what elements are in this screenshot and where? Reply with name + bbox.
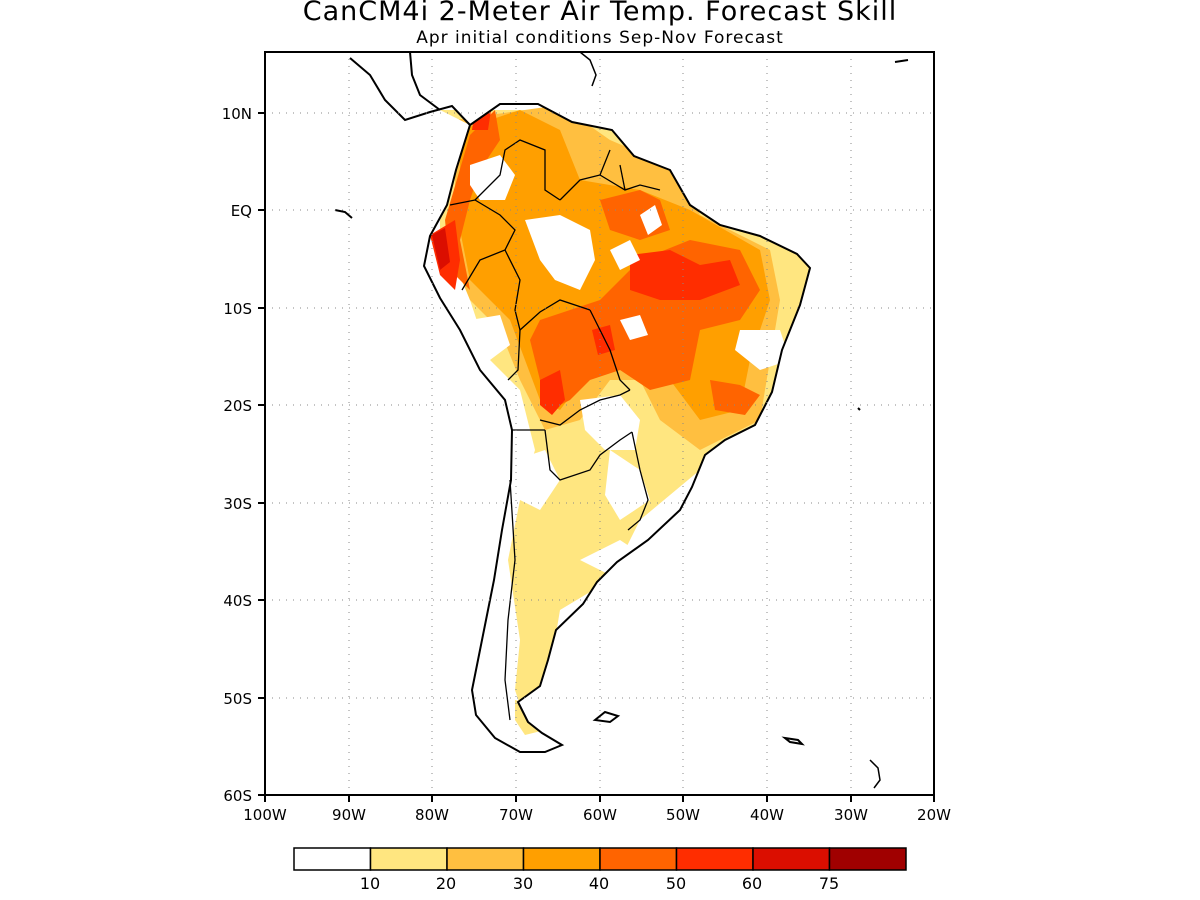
x-tick-label: 60W xyxy=(583,806,617,824)
y-tick-label: 50S xyxy=(223,690,252,708)
colorbar-swatch xyxy=(293,847,372,871)
colorbar-swatch xyxy=(752,847,831,871)
x-tick-label: 50W xyxy=(666,806,700,824)
x-tick-label: 30W xyxy=(834,806,868,824)
y-tick-label: 40S xyxy=(223,592,252,610)
colorbar-swatch xyxy=(599,847,678,871)
colorbar-label: 50 xyxy=(666,874,686,893)
y-tick-label: EQ xyxy=(231,202,252,220)
y-tick-label: 30S xyxy=(223,495,252,513)
y-tick-label: 60S xyxy=(223,787,252,805)
colorbar-labels: 10 20 30 40 50 60 75 xyxy=(360,874,839,893)
colorbar-label: 75 xyxy=(819,874,839,893)
colorbar-label: 20 xyxy=(436,874,456,893)
y-tick-label: 10S xyxy=(223,300,252,318)
gridlines xyxy=(265,52,934,795)
colorbar-swatch xyxy=(446,847,525,871)
x-tick-label: 40W xyxy=(750,806,784,824)
colorbar-label: 60 xyxy=(742,874,762,893)
colorbar xyxy=(293,847,907,871)
y-tick-label: 10N xyxy=(222,105,252,123)
x-tick-label: 90W xyxy=(332,806,366,824)
x-tick-label: 100W xyxy=(243,806,287,824)
country-borders xyxy=(449,139,661,721)
x-tick-label: 80W xyxy=(415,806,449,824)
chart-title: CanCM4i 2-Meter Air Temp. Forecast Skill xyxy=(302,0,898,27)
colorbar-swatch xyxy=(522,847,601,871)
y-tick-labels: 10N EQ 10S 20S 30S 40S 50S 60S xyxy=(222,105,252,805)
colorbar-swatch xyxy=(369,847,448,871)
colorbar-label: 10 xyxy=(360,874,380,893)
x-tick-labels: 100W 90W 80W 70W 60W 50W 40W 30W 20W xyxy=(243,806,951,824)
colorbar-swatch xyxy=(828,847,907,871)
colorbar-swatch xyxy=(675,847,754,871)
chart-subtitle: Apr initial conditions Sep-Nov Forecast xyxy=(416,28,784,48)
x-tick-label: 20W xyxy=(917,806,951,824)
y-tick-label: 20S xyxy=(223,397,252,415)
tick-marks xyxy=(258,112,935,802)
x-tick-label: 70W xyxy=(499,806,533,824)
coastlines xyxy=(334,52,909,789)
colorbar-label: 30 xyxy=(513,874,533,893)
colorbar-label: 40 xyxy=(589,874,609,893)
